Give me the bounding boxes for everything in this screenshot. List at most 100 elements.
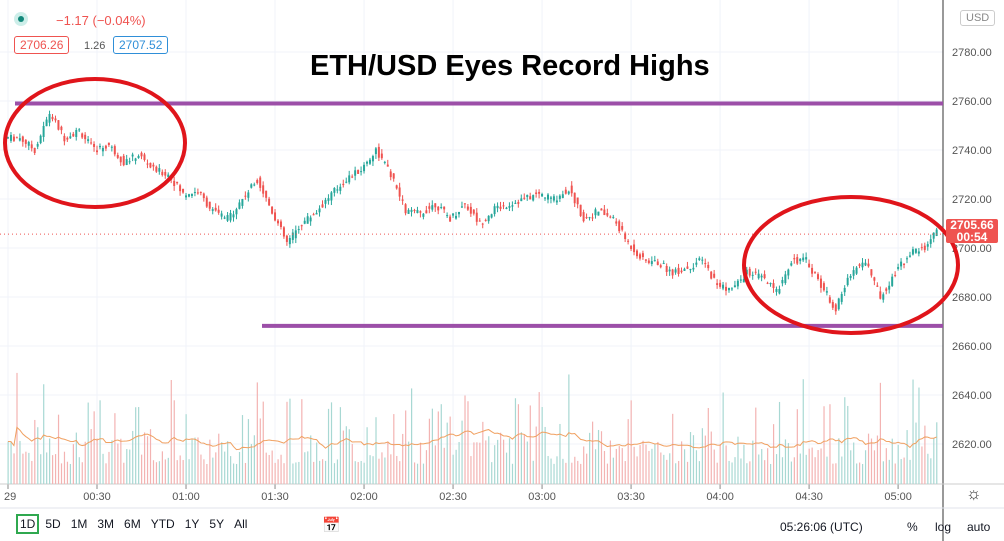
date-range-calendar-icon[interactable]: 📅: [322, 517, 341, 534]
volume-bar: [274, 462, 276, 484]
candle: [354, 170, 357, 176]
candle: [42, 125, 45, 137]
volume-bar: [897, 444, 899, 484]
volume-bar: [577, 460, 579, 484]
candle: [532, 195, 535, 201]
range-6m[interactable]: 6M: [124, 517, 141, 531]
candle: [452, 213, 455, 216]
candle: [701, 259, 704, 261]
candle: [668, 269, 671, 272]
volume-bar: [363, 462, 365, 484]
volume-bar: [470, 456, 472, 484]
candle: [825, 291, 828, 293]
volume-bar: [25, 451, 27, 484]
range-5d[interactable]: 5D: [45, 517, 61, 531]
candle: [751, 274, 754, 276]
settings-gear-icon[interactable]: ☼: [966, 484, 982, 503]
volume-bar: [761, 449, 763, 484]
volume-bar: [60, 463, 63, 484]
volume-bar: [369, 455, 371, 484]
volume-bar: [230, 456, 232, 484]
auto-toggle[interactable]: auto: [967, 520, 991, 534]
y-tick-label: 2640.00: [952, 390, 992, 402]
volume-bar: [832, 463, 834, 484]
volume-bar: [737, 436, 739, 484]
candle: [351, 176, 354, 178]
candle: [828, 297, 831, 303]
candle: [914, 248, 917, 253]
candle: [772, 283, 775, 289]
ask-price-button[interactable]: 2707.52: [113, 36, 169, 54]
candle: [846, 277, 849, 286]
volume-bar: [725, 445, 727, 484]
candle: [342, 183, 345, 186]
candle: [395, 185, 398, 189]
volume-bar: [182, 460, 184, 484]
range-1m[interactable]: 1M: [70, 517, 88, 531]
volume-bar: [894, 463, 896, 484]
volume-bar: [538, 392, 540, 484]
candle: [357, 170, 360, 174]
candle: [339, 186, 342, 191]
candle: [30, 144, 33, 149]
range-ytd[interactable]: YTD: [150, 517, 175, 531]
volume-bar: [96, 438, 98, 484]
volume-bar: [250, 444, 252, 484]
candle: [18, 138, 21, 141]
volume-bar: [345, 426, 347, 484]
candle: [606, 213, 609, 216]
candle: [318, 208, 321, 213]
range-5y[interactable]: 5Y: [209, 517, 225, 531]
volume-bar: [455, 449, 457, 484]
candle: [739, 279, 742, 281]
candle: [422, 213, 425, 217]
range-all[interactable]: All: [234, 517, 248, 531]
bid-price-button[interactable]: 2706.26: [14, 36, 70, 54]
x-tick-label: 04:30: [795, 491, 823, 503]
candle: [101, 148, 104, 152]
y-tick-label: 2780.00: [952, 47, 992, 59]
volume-bar: [767, 448, 769, 484]
candle: [173, 180, 176, 186]
candle: [214, 207, 217, 211]
volume-bar: [621, 448, 623, 484]
candle: [638, 254, 641, 259]
volume-bar: [885, 448, 887, 484]
chart-title: ETH/USD Eyes Record Highs: [310, 50, 710, 82]
volume-bar: [360, 460, 362, 484]
range-1d[interactable]: 1D: [16, 514, 40, 534]
volume-bar: [152, 460, 155, 484]
percent-toggle[interactable]: %: [907, 520, 918, 534]
candle: [891, 276, 894, 286]
candle: [564, 189, 567, 194]
candle: [641, 253, 644, 258]
candle: [297, 229, 300, 231]
volume-bar: [562, 458, 564, 484]
log-toggle[interactable]: log: [935, 520, 952, 534]
volume-bar: [502, 439, 505, 484]
candle: [730, 288, 733, 290]
volume-bar: [277, 459, 279, 484]
range-3m[interactable]: 3M: [97, 517, 115, 531]
highlight-circle: [742, 195, 960, 335]
volume-bar: [755, 407, 757, 484]
volume-bar: [829, 404, 831, 484]
candle: [487, 215, 490, 222]
candle: [929, 239, 932, 244]
x-tick-label: 04:00: [706, 491, 734, 503]
volume-bar: [57, 414, 60, 484]
volume-bar: [675, 463, 677, 484]
candle: [603, 209, 606, 216]
volume-bar: [102, 453, 104, 484]
candle: [636, 250, 639, 257]
candle: [546, 194, 549, 200]
volume-bar: [167, 457, 169, 484]
volume-bar: [642, 440, 644, 484]
last-price: 2705.66: [950, 218, 994, 232]
y-tick-label: 2720.00: [952, 194, 992, 206]
candle: [274, 212, 277, 221]
volume-bar: [262, 401, 264, 484]
candle: [176, 181, 179, 184]
range-1y[interactable]: 1Y: [184, 517, 200, 531]
